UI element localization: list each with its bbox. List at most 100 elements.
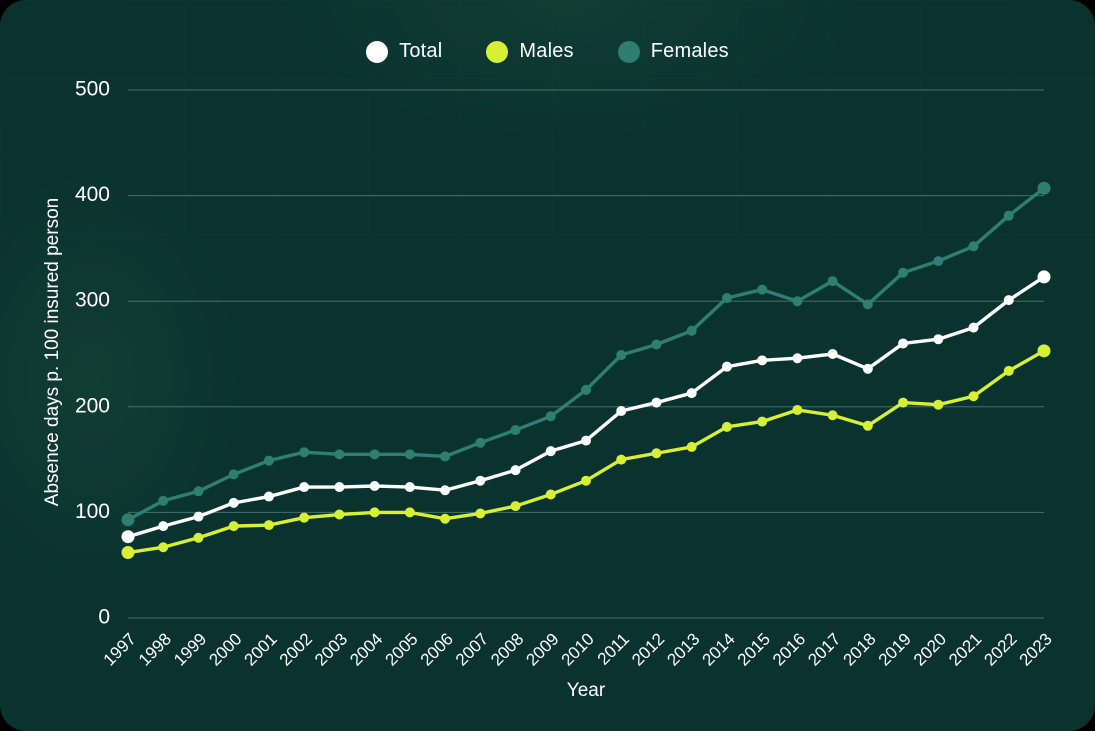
data-point-total-2009[interactable] [545,446,556,457]
data-point-males-2023[interactable] [1037,344,1051,358]
data-point-total-2002[interactable] [299,482,310,493]
data-point-females-2004[interactable] [369,449,380,460]
data-point-total-2005[interactable] [404,482,415,493]
data-point-total-1998[interactable] [158,521,169,532]
data-point-total-2007[interactable] [475,475,486,486]
data-point-females-2010[interactable] [581,384,591,395]
data-point-males-2022[interactable] [1003,365,1014,376]
data-point-females-2019[interactable] [898,267,909,278]
y-tick-label-200: 200 [75,394,110,417]
legend-item-males[interactable]: Males [486,40,574,63]
x-tick-label-2007: 2007 [452,629,492,669]
data-point-females-2008[interactable] [510,425,521,436]
data-point-total-2014[interactable] [721,361,732,372]
data-point-males-2018[interactable] [862,420,873,431]
data-point-total-2020[interactable] [933,334,944,345]
data-point-females-2018[interactable] [862,299,873,310]
data-point-females-2011[interactable] [616,350,627,361]
data-point-females-2022[interactable] [1003,210,1014,221]
data-point-males-1999[interactable] [193,532,204,543]
data-point-total-2000[interactable] [228,497,239,508]
data-point-total-2023[interactable] [1037,270,1051,284]
data-point-total-2021[interactable] [968,322,979,333]
data-point-total-2008[interactable] [510,465,521,476]
data-point-total-2016[interactable] [792,353,803,364]
data-point-females-2017[interactable] [827,276,838,287]
data-point-females-2023[interactable] [1037,181,1051,195]
x-tick-label-2015: 2015 [734,629,774,669]
x-tick-label-2017: 2017 [804,629,844,669]
data-point-total-2001[interactable] [263,491,274,502]
data-point-total-2004[interactable] [369,481,380,491]
data-point-females-1997[interactable] [121,513,135,527]
legend-item-females[interactable]: Females [617,40,729,63]
data-point-males-2015[interactable] [757,416,768,427]
data-point-total-2019[interactable] [898,338,909,349]
legend-item-total[interactable]: Total [366,40,442,63]
data-point-females-2020[interactable] [933,256,944,267]
x-tick-label-2000: 2000 [205,629,245,669]
data-point-total-2017[interactable] [827,349,838,359]
data-point-females-2000[interactable] [228,469,239,480]
data-point-females-2021[interactable] [968,241,979,252]
data-point-males-2010[interactable] [581,475,591,486]
data-point-females-2009[interactable] [545,411,556,422]
data-point-males-2006[interactable] [440,513,451,524]
data-point-females-2003[interactable] [334,449,345,460]
data-point-females-2007[interactable] [475,437,486,448]
data-point-males-2002[interactable] [299,512,310,523]
data-point-females-2012[interactable] [651,339,662,350]
legend-label-total: Total [399,40,443,62]
data-point-males-2021[interactable] [968,391,979,402]
data-point-males-2005[interactable] [404,507,415,518]
data-point-total-2011[interactable] [616,406,627,417]
data-point-males-1997[interactable] [121,546,135,560]
data-point-males-2001[interactable] [263,520,274,531]
data-point-females-2002[interactable] [299,447,310,458]
data-point-males-2000[interactable] [228,521,239,532]
data-point-males-2007[interactable] [475,508,486,519]
data-point-males-2012[interactable] [651,448,662,459]
data-point-males-2014[interactable] [721,421,732,432]
data-point-females-2006[interactable] [440,451,451,462]
data-point-males-2013[interactable] [686,441,697,452]
data-point-total-2018[interactable] [862,363,873,374]
data-point-total-1997[interactable] [121,530,135,544]
data-point-males-2017[interactable] [827,410,838,421]
x-tick-label-2012: 2012 [628,629,668,669]
data-point-total-2006[interactable] [440,485,451,496]
data-point-males-2019[interactable] [898,397,909,408]
data-point-females-2005[interactable] [404,449,415,460]
x-tick-label-1997: 1997 [100,629,140,669]
data-point-females-2015[interactable] [757,284,768,295]
data-point-females-2001[interactable] [263,455,274,466]
data-point-males-2003[interactable] [334,509,345,520]
data-point-total-2003[interactable] [334,482,345,493]
y-tick-label-400: 400 [75,183,110,206]
data-point-total-2012[interactable] [651,397,662,408]
x-tick-label-2002: 2002 [276,629,316,669]
x-tick-label-1998: 1998 [135,629,175,669]
data-point-males-2016[interactable] [792,404,803,415]
data-point-males-2004[interactable] [369,507,380,518]
data-point-males-2008[interactable] [510,501,521,512]
data-point-males-2011[interactable] [616,454,627,465]
x-tick-label-2014: 2014 [699,629,739,669]
data-point-males-1998[interactable] [158,542,169,553]
data-point-total-2010[interactable] [581,435,591,446]
x-axis-ticks: 1997199819992000200120022003200420052006… [100,629,1056,669]
data-point-males-2009[interactable] [545,489,556,500]
data-point-females-2014[interactable] [721,293,732,304]
data-point-total-2015[interactable] [757,355,768,366]
data-point-females-1998[interactable] [158,495,169,506]
data-point-females-2016[interactable] [792,296,803,307]
data-point-total-1999[interactable] [193,511,204,522]
data-point-males-2020[interactable] [933,399,944,410]
data-point-females-2013[interactable] [686,325,697,336]
data-point-females-1999[interactable] [193,486,204,497]
y-tick-label-300: 300 [75,289,110,312]
data-point-total-2022[interactable] [1003,295,1014,306]
data-point-total-2013[interactable] [686,388,697,399]
